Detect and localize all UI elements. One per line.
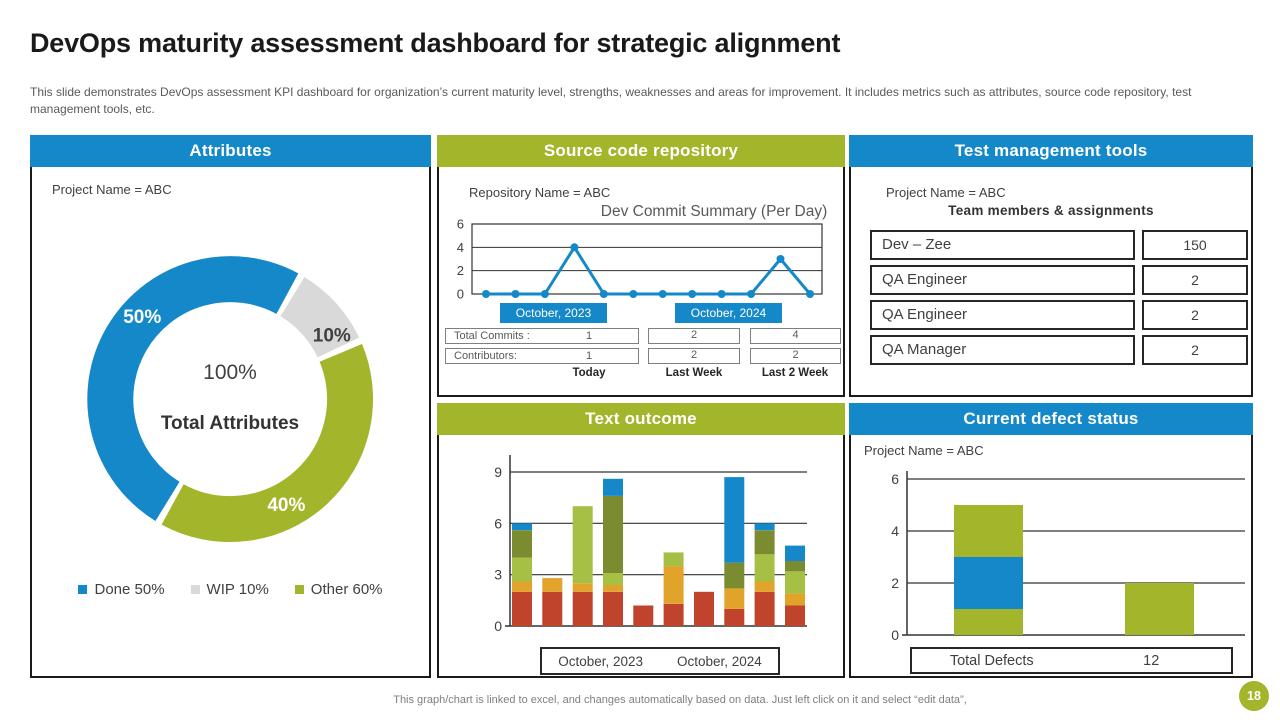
team-member-value: 2 bbox=[1142, 335, 1248, 365]
panel-test-header: Test management tools bbox=[849, 135, 1253, 167]
contributors-lastweek: 2 bbox=[648, 348, 740, 364]
page-title: DevOps maturity assessment dashboard for… bbox=[30, 28, 841, 58]
team-member-name: QA Engineer bbox=[870, 300, 1135, 330]
legend-label-other: Other 60% bbox=[310, 581, 383, 598]
team-member-value: 2 bbox=[1142, 300, 1248, 330]
commit-total-today: 1 bbox=[585, 330, 593, 342]
contributors-last2week: 2 bbox=[750, 348, 841, 364]
total-defects-value: 12 bbox=[1143, 652, 1160, 669]
x-period-label-2024: October, 2024 bbox=[675, 303, 782, 323]
svg-text:0: 0 bbox=[891, 627, 899, 643]
legend-label-wip: WIP 10% bbox=[206, 581, 269, 598]
legend-swatch-other bbox=[294, 585, 304, 594]
svg-text:6: 6 bbox=[457, 217, 464, 232]
svg-text:50%: 50% bbox=[123, 307, 161, 328]
donut-center-value: 100% bbox=[203, 361, 257, 384]
line-chart-svg: 0 2 4 6 bbox=[457, 217, 823, 302]
panel-current-defect-status: Current defect status Project Name = ABC… bbox=[849, 403, 1253, 678]
svg-text:0: 0 bbox=[457, 287, 464, 302]
attributes-project-label: Project Name = ABC bbox=[52, 182, 172, 197]
team-member-name: QA Engineer bbox=[870, 265, 1135, 295]
commit-table-row-contributors: Contributors: 1 2 2 bbox=[439, 348, 843, 364]
donut-legend: Done 50% WIP 10% Other 60% bbox=[32, 581, 429, 598]
team-row-qa-engineer-2: QA Engineer 2 bbox=[851, 300, 1251, 330]
commit-total-last2week: 4 bbox=[750, 328, 841, 344]
total-defects-summary-box: Total Defects 12 bbox=[910, 647, 1233, 674]
team-row-dev: Dev – Zee 150 bbox=[851, 230, 1251, 260]
x-period-label-2023: October, 2023 bbox=[500, 303, 607, 323]
donut-chart-svg: 50% 10% 40% bbox=[87, 256, 373, 542]
legend-item-other: Other 60% bbox=[294, 581, 383, 598]
page-subtitle: This slide demonstrates DevOps assessmen… bbox=[30, 85, 1192, 117]
svg-text:3: 3 bbox=[494, 567, 502, 583]
team-row-qa-manager: QA Manager 2 bbox=[851, 335, 1251, 365]
panel-test-management-tools: Test management tools Project Name = ABC… bbox=[849, 135, 1253, 397]
outcome-label-2023: October, 2023 bbox=[558, 653, 643, 669]
legend-label-done: Done 50% bbox=[94, 581, 165, 598]
svg-text:0: 0 bbox=[494, 618, 502, 634]
svg-text:2: 2 bbox=[891, 575, 899, 591]
team-member-value: 2 bbox=[1142, 265, 1248, 295]
panel-attributes: Attributes Project Name = ABC 50% 10% 40% … bbox=[30, 135, 431, 678]
contributors-today: 1 bbox=[585, 350, 593, 362]
commit-total-label: Total Commits : bbox=[454, 330, 530, 342]
footer-note: This graph/chart is linked to excel, and… bbox=[393, 694, 967, 706]
donut-center-label: Total Attributes bbox=[160, 413, 300, 434]
defect-project-label: Project Name = ABC bbox=[864, 443, 984, 458]
column-label-last2week: Last 2 Week bbox=[761, 367, 829, 379]
team-member-value: 150 bbox=[1142, 230, 1248, 260]
commit-total-lastweek: 2 bbox=[648, 328, 740, 344]
team-table-title: Team members & assignments bbox=[948, 203, 1154, 218]
panel-outcome-header: Text outcome bbox=[437, 403, 845, 435]
team-member-name: QA Manager bbox=[870, 335, 1135, 365]
line-chart-title: Dev Commit Summary (Per Day) bbox=[600, 203, 828, 220]
outcome-x-axis-label-box: October, 2023 October, 2024 bbox=[540, 647, 780, 675]
outcome-chart-svg: 0 3 6 9 bbox=[494, 455, 807, 634]
legend-swatch-wip bbox=[190, 585, 200, 594]
legend-item-wip: WIP 10% bbox=[190, 581, 269, 598]
svg-text:4: 4 bbox=[891, 523, 899, 539]
legend-swatch-done bbox=[78, 585, 88, 594]
outcome-label-2024: October, 2024 bbox=[677, 653, 762, 669]
team-row-qa-engineer-1: QA Engineer 2 bbox=[851, 265, 1251, 295]
team-member-name: Dev – Zee bbox=[870, 230, 1135, 260]
svg-text:40%: 40% bbox=[267, 495, 305, 516]
panel-defect-header: Current defect status bbox=[849, 403, 1253, 435]
svg-text:2: 2 bbox=[457, 263, 464, 278]
panel-source-header: Source code repository bbox=[437, 135, 845, 167]
defect-chart-svg: 0 2 4 6 bbox=[891, 471, 1245, 643]
test-project-label: Project Name = ABC bbox=[886, 185, 1006, 200]
svg-text:10%: 10% bbox=[313, 325, 351, 346]
svg-text:6: 6 bbox=[494, 515, 502, 531]
svg-text:6: 6 bbox=[891, 471, 899, 487]
svg-text:4: 4 bbox=[457, 240, 464, 255]
column-label-today: Today bbox=[572, 367, 606, 379]
contributors-label: Contributors: bbox=[454, 350, 517, 362]
svg-text:9: 9 bbox=[494, 464, 502, 480]
total-defects-label: Total Defects bbox=[949, 652, 1034, 669]
commit-total-box: Total Commits : 1 bbox=[445, 328, 639, 344]
column-label-lastweek: Last Week bbox=[665, 367, 723, 379]
commit-table-row-total: Total Commits : 1 2 4 bbox=[439, 328, 843, 344]
panel-attributes-header: Attributes bbox=[30, 135, 431, 167]
page-number-badge: 18 bbox=[1239, 681, 1269, 711]
panel-text-outcome: Text outcome 0 3 6 9 October, 2023 October,… bbox=[437, 403, 845, 678]
repository-name-label: Repository Name = ABC bbox=[469, 185, 611, 200]
legend-item-done: Done 50% bbox=[78, 581, 165, 598]
panel-source-code-repository: Source code repository Repository Name =… bbox=[437, 135, 845, 397]
contributors-box: Contributors: 1 bbox=[445, 348, 639, 364]
